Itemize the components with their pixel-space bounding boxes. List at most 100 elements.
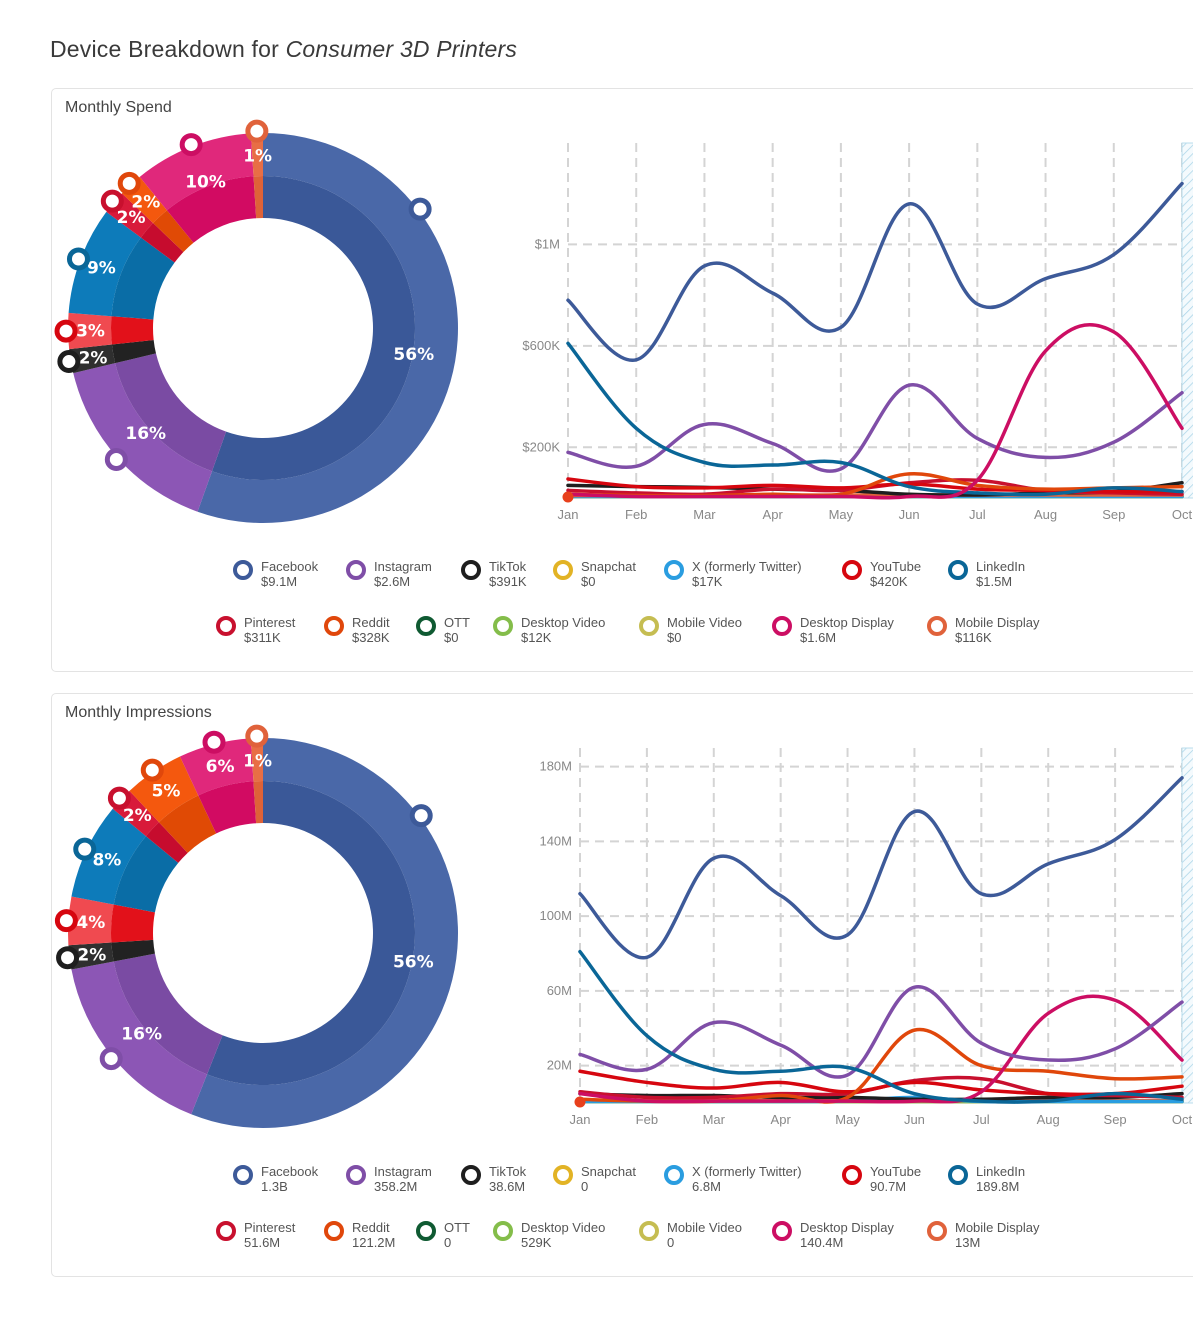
series-line-youtube[interactable] (578, 1069, 1184, 1097)
donut-slice-inner-tiktok[interactable] (111, 939, 155, 962)
legend-item-mobile-video[interactable]: Mobile Video $0 (639, 615, 742, 645)
donut-slice-outer-desktop-display[interactable] (179, 738, 254, 796)
donut-label-desktop-display: 6% (206, 757, 235, 777)
donut-slice-inner-pinterest[interactable] (140, 223, 184, 263)
legend-marker-icon (461, 560, 481, 580)
legend-item-pinterest[interactable]: Pinterest $311K (216, 615, 295, 645)
legend-item-tiktok[interactable]: TikTok 38.6M (461, 1164, 526, 1194)
legend-item-facebook[interactable]: Facebook $9.1M (233, 559, 318, 589)
legend-label: LinkedIn (976, 559, 1026, 574)
legend-text: Pinterest 51.6M (244, 1220, 295, 1250)
series-line-linkedin[interactable] (566, 341, 1184, 497)
legend-item-x-formerly-twitter[interactable]: X (formerly Twitter) 6.8M (664, 1164, 802, 1194)
donut-slice-outer-tiktok[interactable] (69, 344, 116, 374)
legend-item-tiktok[interactable]: TikTok $391K (461, 559, 527, 589)
legend-item-mobile-display[interactable]: Mobile Display 13M (927, 1220, 1040, 1250)
legend-text: OTT $0 (444, 615, 470, 645)
donut-slice-outer-desktop-display[interactable] (139, 133, 254, 211)
donut-slice-inner-instagram[interactable] (113, 953, 223, 1075)
x-tick-label: Jun (899, 507, 920, 522)
x-tick-label: May (835, 1112, 860, 1127)
legend-item-youtube[interactable]: YouTube 90.7M (842, 1164, 921, 1194)
donut-slice-outer-youtube[interactable] (68, 312, 112, 350)
donut-slice-outer-mobile-display[interactable] (250, 133, 263, 177)
donut-slice-outer-facebook[interactable] (191, 738, 459, 1128)
x-tick-label: Sep (1102, 507, 1125, 522)
legend-item-snapchat[interactable]: Snapchat $0 (553, 559, 636, 589)
donut-slice-outer-linkedin[interactable] (71, 808, 146, 905)
legend-item-linkedin[interactable]: LinkedIn $1.5M (948, 559, 1025, 589)
series-line-desktop-display[interactable] (566, 323, 1184, 500)
donut-slice-inner-linkedin[interactable] (113, 836, 179, 913)
legend-text: Snapchat $0 (581, 559, 636, 589)
legend-item-mobile-video[interactable]: Mobile Video 0 (639, 1220, 742, 1250)
legend-item-ott[interactable]: OTT 0 (416, 1220, 470, 1250)
donut-slice-outer-instagram[interactable] (71, 961, 208, 1115)
donut-slice-outer-reddit[interactable] (129, 756, 199, 823)
donut-slice-inner-reddit[interactable] (153, 210, 194, 253)
x-tick-label: Jun (904, 1112, 925, 1127)
donut-marker-reddit (140, 758, 164, 782)
legend-item-snapchat[interactable]: Snapchat 0 (553, 1164, 636, 1194)
legend-item-ott[interactable]: OTT $0 (416, 615, 470, 645)
legend-item-reddit[interactable]: Reddit 121.2M (324, 1220, 395, 1250)
legend-total: 0 (667, 1235, 675, 1250)
legend-text: Pinterest $311K (244, 615, 295, 645)
donut-slice-inner-youtube[interactable] (111, 316, 154, 345)
donut-slice-outer-youtube[interactable] (68, 896, 114, 946)
impressions-donut: 56%16%2%4%8%2%5%6% 1% (54, 724, 459, 1128)
series-line-instagram[interactable] (578, 985, 1184, 1079)
legend-total: 358.2M (374, 1179, 418, 1194)
legend-item-youtube[interactable]: YouTube $420K (842, 559, 921, 589)
legend-item-facebook[interactable]: Facebook 1.3B (233, 1164, 318, 1194)
donut-slice-inner-mobile-display[interactable] (253, 176, 263, 219)
donut-label-facebook: 56% (393, 953, 434, 973)
legend-item-mobile-display[interactable]: Mobile Display $116K (927, 615, 1040, 645)
legend-label: Snapchat (581, 1164, 636, 1179)
donut-slice-inner-mobile-display[interactable] (253, 781, 263, 824)
legend-item-x-formerly-twitter[interactable]: X (formerly Twitter) $17K (664, 559, 802, 589)
legend-item-pinterest[interactable]: Pinterest 51.6M (216, 1220, 295, 1250)
legend-item-desktop-display[interactable]: Desktop Display 140.4M (772, 1220, 894, 1250)
donut-slice-outer-tiktok[interactable] (68, 942, 114, 970)
donut-marker-youtube (54, 319, 78, 343)
donut-slice-inner-linkedin[interactable] (111, 237, 175, 320)
page-title-subject: Consumer 3D Printers (285, 36, 518, 62)
x-tick-label: Jul (969, 507, 986, 522)
donut-slice-outer-facebook[interactable] (197, 133, 458, 523)
donut-slice-outer-instagram[interactable] (73, 363, 213, 512)
donut-slice-inner-facebook[interactable] (207, 781, 415, 1085)
legend-marker-icon (233, 560, 253, 580)
donut-slice-inner-desktop-display[interactable] (198, 781, 257, 834)
series-line-linkedin[interactable] (578, 949, 1184, 1104)
series-line-facebook[interactable] (578, 776, 1184, 960)
donut-slice-inner-instagram[interactable] (115, 353, 227, 472)
donut-slice-inner-pinterest[interactable] (145, 822, 188, 863)
donut-slice-inner-desktop-display[interactable] (166, 176, 257, 243)
start-point-marker (574, 1096, 586, 1108)
donut-label-reddit: 5% (152, 781, 181, 801)
donut-slice-inner-youtube[interactable] (111, 904, 155, 943)
donut-label-mobile-display: 1% (243, 752, 272, 772)
series-line-facebook[interactable] (566, 181, 1184, 362)
legend-label: TikTok (489, 559, 527, 574)
legend-marker-icon (493, 1221, 513, 1241)
donut-slice-inner-facebook[interactable] (212, 176, 415, 481)
series-line-instagram[interactable] (566, 383, 1184, 473)
legend-item-desktop-video[interactable]: Desktop Video $12K (493, 615, 605, 645)
series-line-desktop-display[interactable] (578, 994, 1184, 1104)
donut-slice-inner-reddit[interactable] (158, 795, 217, 853)
legend-item-linkedin[interactable]: LinkedIn 189.8M (948, 1164, 1025, 1194)
legend-item-reddit[interactable]: Reddit $328K (324, 615, 390, 645)
donut-slice-outer-linkedin[interactable] (68, 211, 141, 317)
legend-label: Mobile Video (667, 615, 742, 630)
x-tick-label: Jan (570, 1112, 591, 1127)
legend-item-instagram[interactable]: Instagram $2.6M (346, 559, 432, 589)
donut-slice-inner-tiktok[interactable] (111, 339, 156, 364)
donut-slice-outer-mobile-display[interactable] (250, 738, 263, 782)
legend-marker-icon (927, 616, 947, 636)
legend-total: $12K (521, 630, 552, 645)
legend-item-instagram[interactable]: Instagram 358.2M (346, 1164, 432, 1194)
legend-item-desktop-display[interactable]: Desktop Display $1.6M (772, 615, 894, 645)
legend-item-desktop-video[interactable]: Desktop Video 529K (493, 1220, 605, 1250)
